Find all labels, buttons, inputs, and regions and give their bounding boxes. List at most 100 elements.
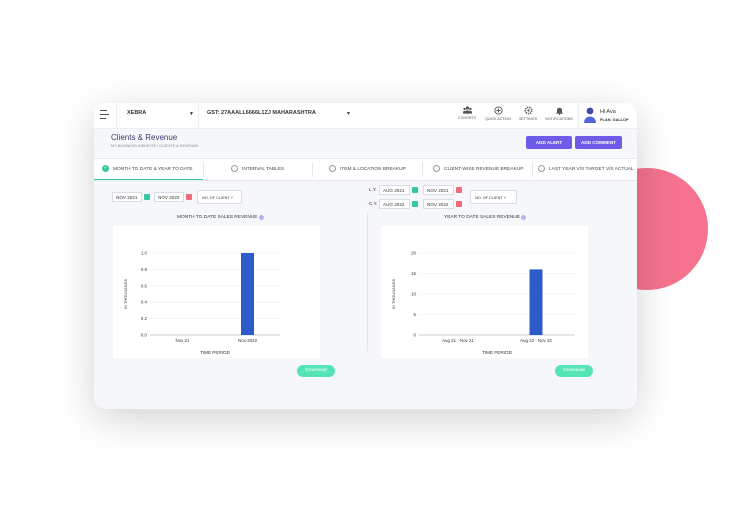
company-selector[interactable]: XEBRA bbox=[127, 110, 147, 116]
menu-icon[interactable] bbox=[100, 110, 109, 119]
add-comment-button[interactable]: ADD COMMENT bbox=[575, 136, 622, 149]
ytd-chart-card: 0 5 10 15 20 IN THOUSANDS Aug 21 - Nov 21 Aug 2… bbox=[381, 226, 588, 358]
calendar-icon[interactable] bbox=[186, 194, 192, 200]
y-tick-label: 0.2 bbox=[141, 316, 148, 321]
gear-icon bbox=[523, 106, 533, 115]
x-tick-label: Aug 22 - Nov 22 bbox=[520, 338, 552, 343]
calendar-icon[interactable] bbox=[144, 194, 150, 200]
chart-title-mtd: MONTH TO DATE SALES REVENUE bbox=[177, 215, 264, 220]
breadcrumb[interactable]: MY BUSINESS INSIGHTS / CLIENTS & REVENUE bbox=[111, 144, 199, 148]
chart-title-ytd: YEAR TO DATE SALES REVENUE bbox=[444, 215, 526, 220]
notifications-button[interactable]: NOTIFICATIONS bbox=[544, 106, 574, 121]
y-tick-label: 10 bbox=[411, 292, 416, 297]
notifications-label: NOTIFICATIONS bbox=[545, 117, 573, 121]
chevron-down-icon[interactable]: ▼ bbox=[189, 111, 194, 117]
y-tick-label: 20 bbox=[411, 251, 416, 256]
gst-selector[interactable]: GST: 27AAALL6666L1ZJ MAHARASHTRA bbox=[207, 110, 316, 116]
metric-dropdown[interactable]: NO. OF CLIENT ˅ bbox=[197, 190, 242, 204]
calendar-icon[interactable] bbox=[412, 187, 418, 193]
mtd-bar-chart: 0.0 0.2 0.4 0.6 0.8 1.0 IN THOUSANDS Nov 21 Nov-… bbox=[123, 251, 280, 355]
topbar-divider bbox=[198, 103, 199, 128]
y-tick-label: 0.4 bbox=[141, 300, 148, 305]
y-tick-label: 15 bbox=[411, 271, 416, 276]
y-tick-label: 1.0 bbox=[141, 251, 148, 256]
topbar-divider bbox=[578, 103, 579, 128]
ly-from-input[interactable]: AUG 2021 bbox=[379, 185, 410, 195]
dropdown-value: NO. OF CLIENT bbox=[475, 196, 503, 200]
metric-dropdown[interactable]: NO. OF CLIENT ˅ bbox=[470, 190, 517, 204]
ytd-bar-chart: 0 5 10 15 20 IN THOUSANDS Aug 21 - Nov 21 Aug 2… bbox=[391, 251, 575, 355]
x-tick-label: Nov-2022 bbox=[238, 338, 258, 343]
tab-last-year-target[interactable]: LAST YEAR V/S TARGET V/S ACTUAL bbox=[538, 159, 637, 180]
radio-icon bbox=[433, 164, 440, 172]
tab-label: ITEM & LOCATION BREAKUP bbox=[340, 167, 406, 172]
bell-icon bbox=[555, 107, 563, 115]
ly-label: L.Y. bbox=[369, 187, 377, 192]
check-icon: ✓ bbox=[102, 164, 109, 172]
tab-label: MONTH TO DATE & YEAR TO DATE bbox=[113, 167, 193, 172]
page-header: Clients & Revenue MY BUSINESS INSIGHTS /… bbox=[94, 129, 637, 157]
ly-to-input[interactable]: NOV 2021 bbox=[423, 185, 454, 195]
tab-month-to-date[interactable]: ✓ MONTH TO DATE & YEAR TO DATE bbox=[94, 159, 203, 180]
settings-button[interactable]: SETTINGS bbox=[513, 106, 543, 121]
y-tick-label: 0.6 bbox=[141, 283, 148, 288]
chart-divider bbox=[367, 213, 368, 351]
cohorts-label: COHORTS bbox=[458, 116, 476, 120]
add-alert-button[interactable]: ADD ALERT bbox=[526, 136, 572, 149]
radio-icon bbox=[538, 164, 545, 172]
x-tick-label: Nov 21 bbox=[176, 338, 190, 343]
download-button-mtd[interactable]: Download bbox=[297, 365, 335, 377]
quick-action-button[interactable]: QUICK ACTION bbox=[483, 106, 513, 121]
chart-title-text: YEAR TO DATE SALES REVENUE bbox=[444, 215, 520, 220]
settings-label: SETTINGS bbox=[519, 117, 537, 121]
cy-from-input[interactable]: AUG 2022 bbox=[379, 199, 410, 209]
cohorts-button[interactable]: COHORTS bbox=[452, 106, 482, 120]
y-tick-label: 0.8 bbox=[141, 267, 148, 272]
calendar-icon[interactable] bbox=[412, 201, 418, 207]
info-icon[interactable] bbox=[520, 215, 526, 220]
radio-icon bbox=[231, 164, 238, 172]
cy-label: C.Y. bbox=[369, 201, 378, 206]
tab-label: LAST YEAR V/S TARGET V/S ACTUAL bbox=[549, 167, 634, 172]
tab-label: CLIENT-WISE REVENUE BREAKUP bbox=[444, 167, 524, 172]
tab-interval-tables[interactable]: INTERVAL TABLES bbox=[231, 159, 311, 180]
bar bbox=[529, 269, 543, 335]
download-button-ytd[interactable]: Download bbox=[555, 365, 593, 377]
bar bbox=[241, 253, 254, 335]
x-axis-label: TIME PERIOD bbox=[200, 350, 231, 355]
x-tick-label: Aug 21 - Nov 21 bbox=[442, 338, 474, 343]
topbar-divider bbox=[116, 103, 117, 128]
page-title: Clients & Revenue bbox=[111, 133, 178, 142]
quick-action-icon bbox=[493, 106, 503, 115]
tab-bar: ✓ MONTH TO DATE & YEAR TO DATE INTERVAL T… bbox=[94, 158, 637, 181]
tab-item-location[interactable]: ITEM & LOCATION BREAKUP bbox=[329, 159, 419, 180]
y-axis-label: IN THOUSANDS bbox=[123, 279, 128, 309]
info-icon[interactable] bbox=[258, 215, 264, 220]
tab-label: INTERVAL TABLES bbox=[242, 167, 285, 172]
calendar-icon[interactable] bbox=[456, 187, 462, 193]
y-tick-label: 0.0 bbox=[141, 333, 148, 338]
quick-action-label: QUICK ACTION bbox=[485, 117, 511, 121]
radio-icon bbox=[329, 164, 336, 172]
user-greeting[interactable]: Hi Ava bbox=[600, 109, 616, 115]
avatar[interactable] bbox=[583, 106, 597, 124]
mtd-chart-card: 0.0 0.2 0.4 0.6 0.8 1.0 IN THOUSANDS Nov 21 Nov-… bbox=[113, 226, 320, 358]
chart-title-text: MONTH TO DATE SALES REVENUE bbox=[177, 215, 258, 220]
user-plan: PLAN: GALLOP bbox=[600, 118, 629, 122]
from-month-input[interactable]: NOV 2021 bbox=[112, 192, 142, 202]
tab-divider bbox=[532, 162, 533, 177]
tab-divider bbox=[203, 162, 204, 177]
x-axis-label: TIME PERIOD bbox=[482, 350, 513, 355]
tab-client-wise[interactable]: CLIENT-WISE REVENUE BREAKUP bbox=[433, 159, 528, 180]
cohorts-icon bbox=[462, 106, 472, 114]
top-bar: XEBRA ▼ GST: 27AAALL6666L1ZJ MAHARASHTRA… bbox=[94, 103, 637, 129]
cy-to-input[interactable]: NOV 2022 bbox=[423, 199, 454, 209]
chevron-down-icon[interactable]: ▼ bbox=[346, 111, 351, 117]
calendar-icon[interactable] bbox=[456, 201, 462, 207]
dropdown-value: NO. OF CLIENT bbox=[202, 196, 230, 200]
app-window: XEBRA ▼ GST: 27AAALL6666L1ZJ MAHARASHTRA… bbox=[94, 103, 637, 409]
to-month-input[interactable]: NOV 2022 bbox=[154, 192, 184, 202]
y-tick-label: 0 bbox=[414, 333, 417, 338]
y-tick-label: 5 bbox=[414, 312, 417, 317]
y-axis-label: IN THOUSANDS bbox=[391, 279, 396, 309]
